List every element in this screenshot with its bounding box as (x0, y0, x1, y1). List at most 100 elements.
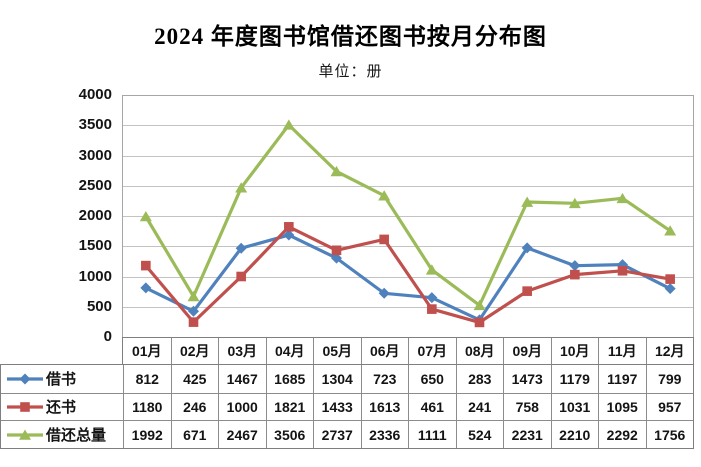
table-value-cell: 461 (408, 392, 456, 421)
month-header-cell: 05月 (313, 338, 361, 364)
month-header-cell: 02月 (170, 338, 219, 364)
table-value-cell: 1111 (408, 420, 456, 448)
table-value-cell: 425 (170, 365, 219, 393)
table-value-cell: 1095 (598, 392, 646, 421)
month-header-cell: 11月 (598, 338, 646, 364)
chart-unit-label: 单位：册 (318, 64, 383, 80)
table-value-cell: 1467 (218, 365, 266, 393)
y-axis-tick-label: 3000 (78, 146, 112, 164)
legend-key-icon (7, 429, 43, 440)
square-marker-icon-series-1 (570, 269, 580, 280)
y-axis-tick-label: 1000 (78, 267, 112, 285)
legend-key-icon (7, 373, 43, 385)
y-axis-tick-label: 2000 (78, 207, 112, 224)
table-value-cell: 1685 (265, 365, 314, 393)
y-axis-tick-label: 0 (103, 328, 112, 345)
month-header-cell: 01月 (131, 343, 162, 359)
table-value-cell: 2210 (550, 420, 598, 448)
table-value-cell: 2737 (313, 420, 361, 448)
legend-label: 借书 (46, 371, 77, 389)
table-value-cell: 241 (455, 392, 503, 421)
table-value-cell: 1000 (218, 392, 266, 421)
table-value-cell: 1304 (313, 365, 361, 393)
square-marker-icon-legend (20, 402, 30, 412)
square-marker-icon-series-1 (665, 274, 675, 284)
legend-cell-series-0: 借书 (1, 365, 123, 393)
diamond-marker-icon-series-0 (331, 252, 342, 264)
triangle-marker-icon-series-2 (616, 192, 629, 204)
table-value-cell: 1433 (313, 392, 361, 421)
square-marker-icon-series-1 (522, 286, 532, 296)
series-line-0 (144, 233, 672, 322)
y-axis-tick-label: 4000 (78, 86, 112, 103)
legend-key-icon (7, 402, 43, 412)
table-value-cell: 2292 (598, 420, 646, 448)
triangle-marker-icon-series-2 (187, 290, 200, 302)
table-value-cell: 723 (360, 365, 409, 393)
triangle-marker-icon-series-2 (282, 119, 295, 130)
triangle-marker-icon-series-2 (425, 264, 438, 275)
table-value-cell: 957 (645, 392, 693, 421)
table-value-cell: 758 (503, 392, 551, 421)
table-value-cell: 283 (455, 365, 504, 393)
table-value-cell: 1613 (360, 392, 408, 421)
triangle-marker-icon-series-2 (521, 196, 534, 207)
triangle-marker-icon-series-2 (568, 197, 581, 209)
table-value-cell: 1197 (598, 365, 646, 393)
y-axis-tick-label: 3500 (78, 116, 112, 134)
square-marker-icon-series-1 (474, 317, 485, 328)
square-marker-icon-series-1 (284, 222, 294, 232)
triangle-marker-icon-series-2 (330, 165, 343, 177)
table-value-cell: 671 (170, 420, 218, 448)
month-header-cell: 08月 (455, 338, 504, 364)
chart-title: 2024 年度图书馆借还图书按月分布图 (154, 24, 547, 49)
square-marker-icon-series-1 (331, 245, 342, 256)
y-axis-tick-label: 1500 (78, 237, 112, 255)
series-line-2 (144, 123, 672, 307)
square-marker-icon-series-1 (617, 265, 628, 276)
month-header-cell: 12月 (645, 338, 694, 364)
diamond-marker-icon-series-0 (426, 292, 438, 304)
diamond-marker-icon-series-0 (569, 260, 581, 272)
square-marker-icon-series-1 (141, 260, 151, 271)
table-value-cell: 1180 (123, 392, 171, 421)
table-value-cell: 812 (123, 365, 171, 393)
diamond-marker-icon-series-0 (378, 287, 390, 299)
square-marker-icon-series-1 (379, 234, 389, 245)
triangle-marker-icon-legend (19, 429, 31, 440)
table-value-cell: 1992 (123, 420, 171, 448)
table-value-cell: 1179 (550, 365, 599, 393)
series-line-1 (144, 225, 672, 324)
month-header-row: 01月 02月 03月 04月 05月 06月 07月 08月 09月 10月 11月 12月 (122, 337, 694, 365)
table-value-cell: 1756 (645, 420, 693, 448)
month-header-cell: 06月 (360, 338, 409, 364)
table-value-cell: 2467 (218, 420, 266, 448)
legend-cell-series-2: 借还总量 (1, 420, 123, 448)
data-table: 借书 812 425 1467 1685 1304 723 650 283 1473 1179 119… (0, 364, 694, 449)
table-value-cell: 1473 (503, 365, 551, 393)
table-value-cell: 3506 (265, 420, 313, 448)
plot-area (122, 95, 694, 337)
triangle-marker-icon-series-2 (139, 210, 152, 222)
square-marker-icon-series-1 (427, 304, 437, 314)
legend-label: 还书 (46, 399, 77, 417)
diamond-marker-icon-series-0 (664, 283, 676, 295)
diamond-marker-icon-series-0 (283, 229, 295, 241)
table-value-cell: 2231 (503, 420, 551, 448)
y-axis-tick-label: 500 (86, 297, 112, 315)
table-value-cell: 246 (170, 392, 218, 421)
triangle-marker-icon-series-2 (235, 182, 248, 193)
square-marker-icon-series-1 (236, 271, 246, 282)
legend-cell-series-1: 还书 (1, 392, 123, 421)
y-axis-tick-label: 2500 (78, 176, 112, 194)
diamond-marker-icon-series-0 (521, 242, 533, 254)
month-header-cell: 03月 (218, 338, 266, 364)
month-header-cell: 04月 (265, 338, 314, 364)
triangle-marker-icon-series-2 (664, 225, 677, 236)
square-marker-icon-series-1 (188, 317, 199, 327)
month-header-cell: 10月 (550, 338, 599, 364)
month-header-cell: 07月 (408, 338, 456, 364)
table-value-cell: 799 (645, 365, 694, 393)
table-value-cell: 2336 (360, 420, 408, 448)
